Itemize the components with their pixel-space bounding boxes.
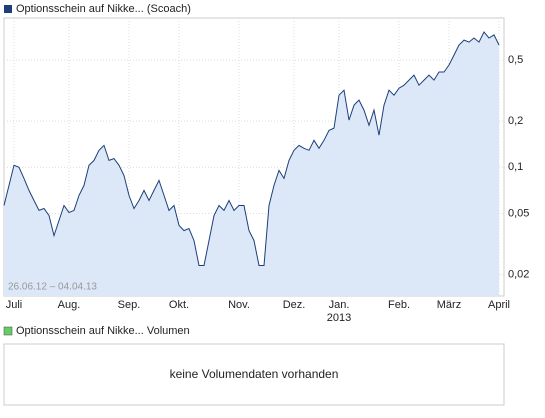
x-tick-label: Feb. [388,299,410,311]
x-tick-label: Dez. [283,299,306,311]
price-line [3,31,500,266]
year-label: 2013 [327,312,351,324]
x-tick-label: Nov. [228,299,250,311]
legend-swatch [4,5,12,13]
x-tick-label: April [488,299,510,311]
x-tick-label: Aug. [58,299,81,311]
y-tick-label: 0,5 [508,54,523,66]
x-tick-label: März [437,299,461,311]
y-tick-label: 0,02 [508,268,529,280]
x-tick-label: Okt. [169,299,189,311]
volume-frame [3,343,505,406]
legend-label: Optionsschein auf Nikke... Volumen [16,325,190,337]
x-tick-label: Sep. [118,299,141,311]
x-tick-label: Juli [6,299,23,311]
area-fill [4,32,499,296]
volume-message: keine Volumendaten vorhanden [170,367,339,381]
y-tick-label: 0,1 [508,161,523,173]
y-tick-label: 0,2 [508,115,523,127]
y-tick-label: 0,05 [508,207,529,219]
legend-label: Optionsschein auf Nikke... (Scoach) [16,3,191,15]
legend-swatch [3,326,13,336]
x-tick-label: Jan. [329,299,350,311]
date-range: 26.06.12 – 04.04.13 [8,282,97,293]
